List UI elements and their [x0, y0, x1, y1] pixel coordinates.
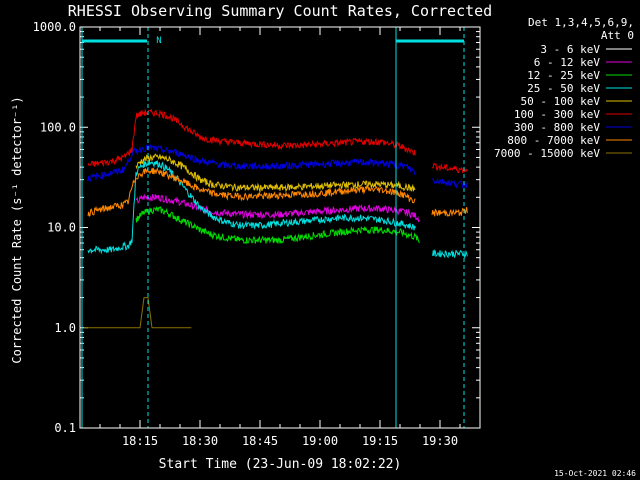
series-line [87, 167, 416, 217]
series-300-800-kev [87, 143, 468, 189]
series-line [135, 206, 420, 245]
y-tick-label: 1.0 [54, 321, 76, 335]
series-layer [84, 109, 468, 329]
attenuator-markers [81, 27, 465, 428]
series-7000-15000-kev [84, 297, 192, 329]
legend-label: 7000 - 15000 keV [494, 147, 600, 160]
series-line [87, 109, 416, 168]
series-50-100-kev [135, 153, 416, 193]
annotation-label: N [156, 36, 161, 46]
legend-label: 25 - 50 keV [527, 82, 600, 95]
series-12-25-kev [135, 206, 420, 245]
y-tick-label: 0.1 [54, 421, 76, 435]
legend-label: 50 - 100 keV [521, 95, 601, 108]
legend-label: 800 - 7000 keV [507, 134, 600, 147]
legend-header-line-1: Det 1,3,4,5,6,9, [528, 16, 634, 29]
series-line [84, 297, 192, 329]
x-tick-label: 18:15 [122, 434, 158, 448]
series-line [87, 143, 416, 182]
legend-label: 3 - 6 keV [540, 43, 600, 56]
legend-label: 12 - 25 keV [527, 69, 600, 82]
y-tick-label: 100.0 [40, 120, 76, 134]
series-line [431, 162, 468, 174]
series-line [432, 249, 468, 259]
y-tick-label: 1000.0 [33, 20, 76, 34]
series-800-7000-kev [87, 167, 468, 218]
plot-frame [79, 26, 481, 429]
series-line [431, 207, 468, 218]
legend-label: 300 - 800 keV [514, 121, 600, 134]
x-tick-label: 19:00 [302, 434, 338, 448]
y-axis-label: Corrected Count Rate (s⁻¹ detector⁻¹) [10, 96, 24, 363]
x-tick-label: 18:45 [242, 434, 278, 448]
series-100-300-kev [87, 109, 468, 174]
series-line [87, 160, 416, 255]
legend-label: 6 - 12 keV [534, 56, 601, 69]
series-line [135, 153, 416, 193]
y-tick-label: 10.0 [47, 221, 76, 235]
series-line [431, 177, 468, 189]
series-25-50-kev [87, 160, 468, 259]
x-tick-label: 19:30 [422, 434, 458, 448]
tick-labels: 0.1 1.0 10.0 100.0 1000.0 18:15 18:30 18:45 19:0… [33, 20, 458, 448]
legend-label: 100 - 300 keV [514, 108, 600, 121]
legend-header-line-2: Att 0 [601, 29, 634, 42]
x-tick-label: 18:30 [182, 434, 218, 448]
x-axis-label: Start Time (23-Jun-09 18:02:22) [159, 457, 402, 472]
series-line [135, 193, 420, 223]
footer-timestamp: 15-Oct-2021 02:46 [554, 469, 636, 478]
x-tick-label: 19:15 [362, 434, 398, 448]
chart-title: RHESSI Observing Summary Count Rates, Co… [68, 2, 492, 20]
series-6-12-kev [135, 193, 420, 223]
